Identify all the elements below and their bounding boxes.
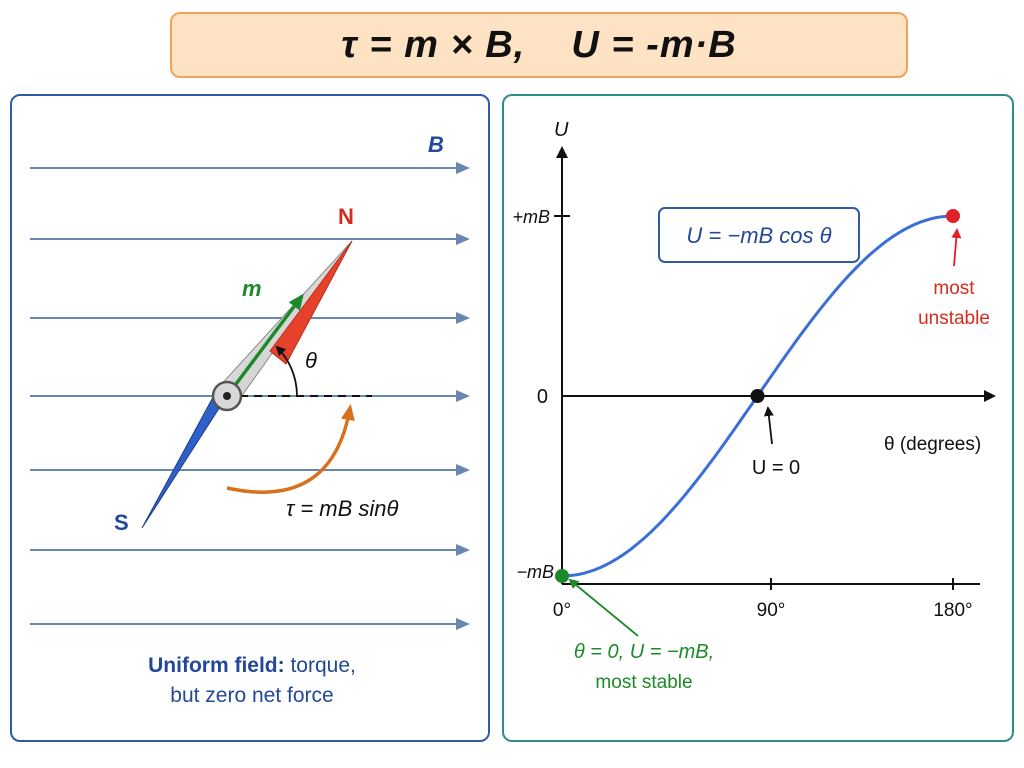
zero-crossing-label: U = 0: [752, 457, 800, 479]
torque-arrow: [226, 404, 355, 494]
needle-north-tip: [269, 240, 353, 365]
angle-label: θ: [305, 348, 317, 373]
caption-line2: but zero net force: [170, 684, 333, 707]
title-equation: τ = m × B, U = -m·B: [341, 23, 737, 66]
y-tick-label-top: +mB: [512, 207, 550, 227]
field-lines: [30, 162, 470, 630]
pivot-center: [223, 392, 231, 400]
energy-chart: U θ (degrees) +mB 0 −mB 0° 90° 180° U = …: [512, 119, 996, 693]
most-unstable-label-1: most: [933, 278, 975, 299]
x-tick-label-90: 90°: [757, 600, 786, 621]
field-label: B: [428, 132, 444, 157]
zero-pointer: [763, 406, 774, 445]
y-tick-label-zero: 0: [537, 386, 548, 408]
x-axis-label: θ (degrees): [884, 434, 981, 455]
x-tick-label-0: 0°: [553, 600, 571, 621]
x-tick-label-180: 180°: [933, 600, 972, 621]
moment-label: m: [242, 276, 262, 301]
south-label: S: [114, 510, 129, 535]
needle-diagram: B θ N S m τ = mB sinθ Uniform field: tor…: [30, 132, 470, 707]
most-stable-label-2: most stable: [595, 672, 692, 693]
formula-box: [658, 207, 860, 263]
marker-max-energy: [946, 209, 960, 223]
stable-pointer: [568, 578, 639, 637]
needle-diagram-panel: B θ N S m τ = mB sinθ Uniform field: tor…: [10, 94, 490, 742]
most-stable-label-1: θ = 0, U = −mB,: [574, 641, 714, 663]
angle-arc: [275, 345, 298, 397]
title-banner: τ = m × B, U = -m·B: [170, 12, 908, 78]
most-unstable-label-2: unstable: [918, 308, 990, 329]
y-axis-label: U: [554, 119, 569, 141]
caption-line1: Uniform field: torque,: [148, 654, 356, 677]
energy-chart-panel: U θ (degrees) +mB 0 −mB 0° 90° 180° U = …: [502, 94, 1014, 742]
marker-zero-crossing: [750, 389, 765, 403]
marker-min-energy: [555, 569, 569, 583]
torque-formula: τ = mB sinθ: [286, 496, 399, 521]
y-tick-label-bottom: −mB: [516, 562, 554, 582]
north-label: N: [338, 204, 354, 229]
formula-text: U = −mB cos θ: [686, 223, 831, 248]
moment-vector: [225, 293, 304, 398]
unstable-pointer: [951, 228, 962, 267]
